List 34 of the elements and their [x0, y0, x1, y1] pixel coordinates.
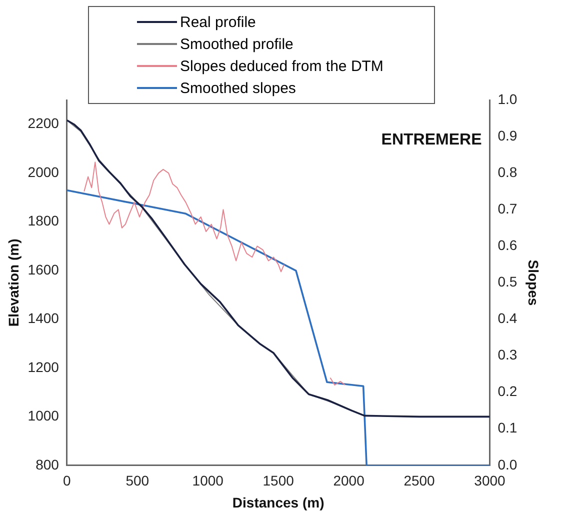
y2-tick-label: 0.4	[498, 310, 518, 326]
y-tick-label: 800	[36, 456, 60, 472]
y-tick-label: 1400	[28, 310, 60, 326]
y2-tick-label: 0.2	[498, 383, 518, 400]
x-axis-title: Distances (m)	[232, 494, 324, 510]
x-tick-label: 1000	[192, 472, 224, 489]
y2-axis-title: Slopes	[526, 260, 542, 306]
legend-label: Smoothed profile	[180, 36, 294, 52]
legend-label: Real profile	[180, 14, 256, 30]
x-tick-label: 500	[126, 472, 150, 489]
y2-tick-label: 0.9	[498, 127, 518, 144]
y-tick-label: 1200	[28, 358, 60, 375]
x-tick-label: 2500	[404, 472, 436, 489]
y2-tick-label: 0.5	[498, 274, 518, 290]
y2-tick-label: 0.0	[498, 456, 518, 472]
y2-tick-label: 0.8	[498, 164, 518, 180]
y-tick-label: 2200	[28, 115, 60, 132]
y2-tick-label: 0.3	[498, 346, 518, 363]
y-tick-label: 1000	[28, 408, 60, 424]
y-tick-label: 2000	[28, 164, 60, 180]
y-axis-title: Elevation (m)	[5, 238, 22, 327]
y2-tick-label: 0.6	[498, 237, 518, 254]
x-tick-label: 2000	[333, 472, 365, 489]
x-tick-label: 3000	[474, 472, 506, 489]
y2-tick-label: 0.7	[498, 200, 518, 216]
y-tick-label: 1800	[28, 212, 60, 229]
legend-label: Slopes deduced from the DTM	[180, 58, 384, 74]
y2-tick-label: 0.1	[498, 420, 518, 436]
legend-label: Smoothed slopes	[180, 80, 296, 96]
x-tick-label: 0	[63, 472, 72, 489]
y2-tick-label: 1.0	[498, 90, 518, 107]
y-tick-label: 1600	[28, 261, 60, 278]
annotation: ENTREMERE	[381, 131, 482, 148]
x-tick-label: 1500	[262, 472, 294, 489]
